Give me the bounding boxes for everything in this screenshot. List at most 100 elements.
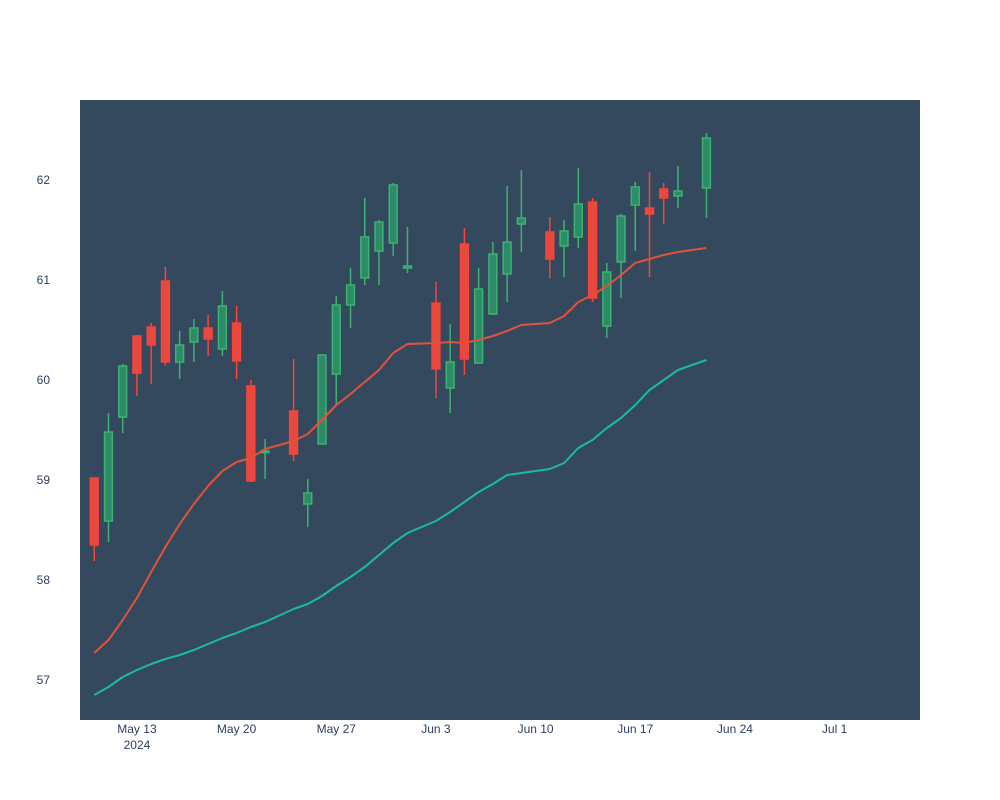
candle-decreasing (160, 267, 171, 366)
candle-increasing (317, 354, 327, 445)
candle-increasing (388, 183, 398, 256)
candle-increasing (616, 214, 626, 298)
candle-body (203, 327, 213, 340)
x-tick-sublabel: 2024 (124, 738, 151, 752)
candle-body (132, 335, 142, 374)
candle-increasing (360, 198, 370, 285)
plot-area (80, 100, 920, 720)
candle-increasing (374, 220, 384, 285)
candle-body (360, 236, 370, 279)
x-tick-label: May 20 (217, 722, 257, 736)
candle-body (246, 385, 256, 482)
candle-body (459, 243, 470, 360)
candle-body (103, 431, 114, 522)
candle-increasing (602, 263, 612, 338)
candle-increasing (217, 291, 228, 356)
candle-increasing (103, 413, 114, 542)
y-tick-label: 62 (37, 173, 51, 187)
x-tick-label: Jul 1 (822, 722, 848, 736)
candle-increasing (174, 331, 185, 379)
candle-body (545, 231, 555, 260)
x-tick-label: Jun 3 (421, 722, 451, 736)
candle-body (288, 410, 299, 455)
candle-body (587, 201, 598, 299)
candle-body (388, 184, 398, 244)
candle-body (516, 217, 527, 225)
candle-increasing (445, 324, 455, 413)
y-tick-label: 58 (37, 573, 51, 587)
candle-body (160, 280, 171, 363)
candle-body (473, 288, 484, 364)
x-tick-label: May 13 (117, 722, 157, 736)
candle-decreasing (89, 477, 99, 561)
candle-body (602, 271, 612, 327)
y-tick-label: 60 (37, 373, 51, 387)
x-tick-label: May 27 (317, 722, 357, 736)
candle-increasing (673, 166, 683, 208)
candle-decreasing (587, 198, 598, 302)
candle-increasing (189, 319, 199, 362)
candle-decreasing (146, 323, 156, 384)
candle-decreasing (431, 282, 441, 398)
candle-decreasing (545, 217, 555, 278)
candle-increasing (516, 170, 527, 252)
candle-body (644, 207, 655, 215)
candle-increasing (331, 296, 341, 406)
candle-body (146, 326, 156, 346)
y-tick-label: 57 (37, 673, 51, 687)
candlestick-series (89, 133, 712, 561)
y-axis: 57 58 59 60 61 62 (37, 173, 51, 687)
candle-body (174, 344, 185, 363)
y-tick-label: 61 (37, 273, 51, 287)
candle-body (431, 302, 441, 370)
candle-body (317, 354, 327, 445)
candle-increasing (345, 268, 356, 328)
candle-decreasing (246, 380, 256, 482)
candle-decreasing (132, 335, 142, 396)
candle-body (118, 365, 128, 418)
candle-increasing (701, 133, 712, 218)
candle-body (345, 284, 356, 306)
candle-decreasing (459, 228, 470, 375)
candle-body (616, 215, 626, 263)
candle-body (89, 477, 99, 546)
moving-average-lines (93, 247, 707, 696)
x-tick-label: Jun 24 (717, 722, 753, 736)
ma-long-line (93, 359, 707, 696)
candle-increasing (402, 227, 413, 273)
candle-decreasing (659, 183, 669, 224)
ma-short-line (93, 247, 707, 654)
candle-body (659, 188, 669, 199)
candle-body (573, 203, 583, 238)
candle-body (673, 190, 683, 197)
candle-body (331, 304, 341, 375)
candle-body (189, 327, 199, 343)
candle-increasing (502, 186, 512, 302)
candle-body (502, 241, 512, 275)
candle-increasing (559, 220, 569, 277)
y-tick-label: 59 (37, 473, 51, 487)
candle-increasing (573, 168, 583, 248)
candle-increasing (118, 364, 128, 433)
candle-decreasing (203, 315, 213, 356)
candle-body (217, 305, 228, 350)
candle-increasing (630, 182, 640, 251)
x-tick-label: Jun 17 (617, 722, 653, 736)
x-axis: May 13 2024 May 20 May 27 Jun 3 Jun 10 Jun 17 J… (117, 722, 847, 752)
candle-body (559, 230, 569, 247)
candle-increasing (303, 479, 313, 527)
candle-body (701, 137, 712, 189)
candle-body (445, 361, 455, 389)
candle-body (231, 322, 242, 362)
x-tick-label: Jun 10 (518, 722, 554, 736)
candle-increasing (473, 268, 484, 364)
candle-increasing (488, 242, 498, 315)
candle-decreasing (231, 306, 242, 379)
candle-body (303, 492, 313, 505)
candle-body (402, 265, 413, 269)
candle-body (488, 253, 498, 315)
candle-decreasing (288, 359, 299, 461)
candle-body (630, 186, 640, 206)
candle-body (374, 221, 384, 252)
